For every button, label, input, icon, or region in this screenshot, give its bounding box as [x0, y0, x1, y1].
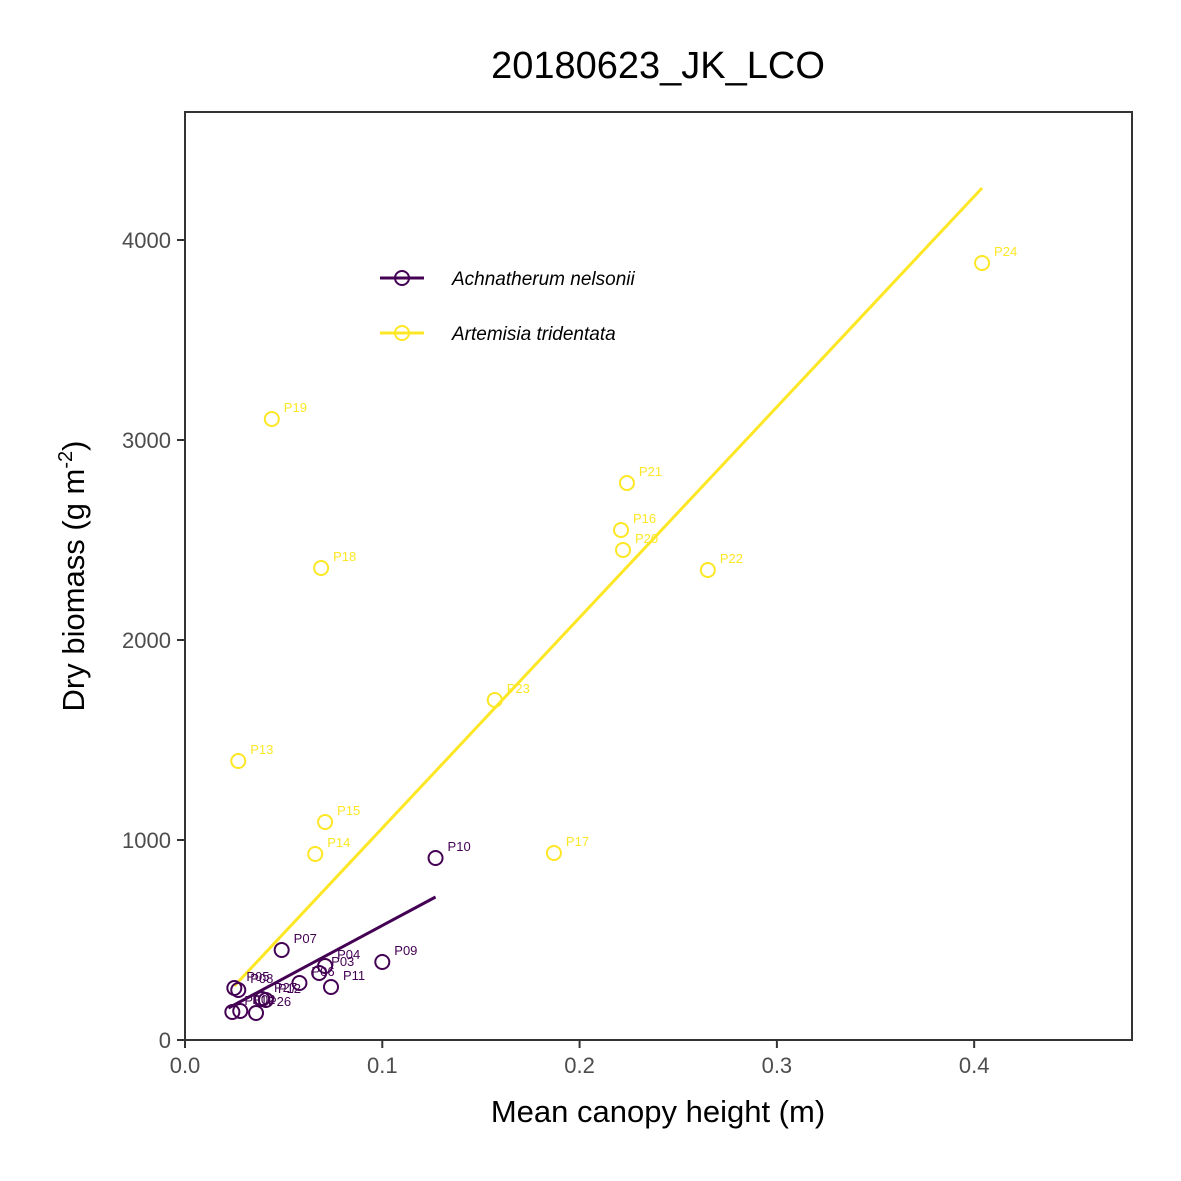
data-point-p17 — [545, 845, 562, 861]
point-label-p02: P02 — [252, 992, 275, 1007]
point-label-p16: P16 — [633, 511, 656, 526]
data-points — [224, 255, 991, 1021]
point-label-p07: P07 — [294, 931, 317, 946]
point-label-p23: P23 — [507, 681, 530, 696]
data-point-p08 — [230, 982, 247, 998]
x-tick-label: 0.1 — [367, 1053, 398, 1078]
data-point-p10 — [427, 850, 444, 866]
point-label-p10: P10 — [448, 839, 471, 854]
point-label-p22: P22 — [720, 551, 743, 566]
data-point-p26 — [248, 1005, 265, 1021]
point-label-p08: P08 — [250, 971, 273, 986]
point-label-p26: P26 — [268, 994, 291, 1009]
x-tick-label: 0.3 — [762, 1053, 793, 1078]
point-label-p01: P01 — [244, 993, 267, 1008]
point-label-p11: P11 — [343, 968, 365, 983]
data-point-p11 — [322, 979, 339, 995]
data-point-p21 — [618, 475, 635, 491]
y-tick-label: 4000 — [122, 228, 171, 253]
point-label-p09: P09 — [394, 943, 417, 958]
y-tick-label: 0 — [159, 1028, 171, 1053]
point-label-p17: P17 — [566, 834, 589, 849]
legend-label: Artemisia tridentata — [451, 324, 616, 345]
data-point-p14 — [307, 846, 324, 862]
data-point-p24 — [974, 255, 991, 271]
point-label-p27: P27 — [274, 980, 297, 995]
x-axis: 0.0 0.1 0.2 0.3 0.4 — [170, 1040, 990, 1078]
data-point-p23 — [486, 692, 503, 708]
fit-line-achnatherum-nelsonii — [227, 895, 437, 1010]
plot-panel-border — [184, 111, 1133, 1041]
data-point-p19 — [263, 411, 280, 427]
fit-lines — [227, 186, 984, 1010]
point-label-p24: P24 — [994, 244, 1017, 259]
y-tick-label: 1000 — [122, 828, 171, 853]
fit-line-artemisia-tridentata — [233, 186, 984, 988]
data-point-p13 — [230, 753, 247, 769]
point-label-p14: P14 — [327, 835, 350, 850]
legend-point-key — [394, 270, 410, 286]
point-label-p04: P04 — [337, 947, 360, 962]
legend-item-achnatherum-nelsonii: Achnatherum nelsonii — [380, 269, 635, 290]
y-axis-title-main: Dry biomass (g m — [56, 469, 91, 712]
point-label-p21: P21 — [639, 464, 662, 479]
y-axis-title-end: ) — [56, 441, 91, 451]
y-tick-label: 3000 — [122, 428, 171, 453]
data-point-p27 — [253, 991, 270, 1007]
point-label-p15: P15 — [337, 803, 360, 818]
y-axis-title-exponent: -2 — [55, 451, 77, 469]
data-point-p06 — [291, 975, 308, 991]
point-label-p12: P12 — [278, 981, 301, 996]
legend: Achnatherum nelsonii Artemisia tridentata — [380, 269, 635, 345]
legend-label: Achnatherum nelsonii — [451, 269, 635, 290]
point-label-p20: P20 — [635, 531, 658, 546]
data-point-p09 — [374, 954, 391, 970]
data-point-p15 — [317, 814, 334, 830]
point-label-p06: P06 — [311, 964, 334, 979]
x-tick-label: 0.4 — [959, 1053, 990, 1078]
y-axis-title: Dry biomass (g m-2) — [55, 441, 91, 712]
data-point-p07 — [273, 942, 290, 958]
data-point-p04 — [317, 958, 334, 974]
legend-item-artemisia-tridentata: Artemisia tridentata — [380, 324, 616, 345]
x-tick-label: 0.0 — [170, 1053, 201, 1078]
x-axis-title: Mean canopy height (m) — [491, 1094, 825, 1129]
point-label-p19: P19 — [284, 400, 307, 415]
data-point-p16 — [613, 522, 630, 538]
data-point-p01 — [224, 1004, 241, 1020]
data-point-p02 — [232, 1003, 249, 1019]
legend-point-key — [394, 325, 410, 341]
y-tick-label: 2000 — [122, 628, 171, 653]
data-point-p22 — [699, 562, 716, 578]
chart-title: 20180623_JK_LCO — [491, 45, 825, 87]
data-point-p18 — [313, 560, 330, 576]
y-axis: 0 1000 2000 3000 4000 — [122, 228, 185, 1053]
point-label-p03: P03 — [331, 954, 354, 969]
x-tick-label: 0.2 — [564, 1053, 595, 1078]
point-label-p18: P18 — [333, 549, 356, 564]
point-label-p05: P05 — [246, 969, 269, 984]
data-point-p20 — [614, 542, 631, 558]
point-label-p13: P13 — [250, 742, 273, 757]
